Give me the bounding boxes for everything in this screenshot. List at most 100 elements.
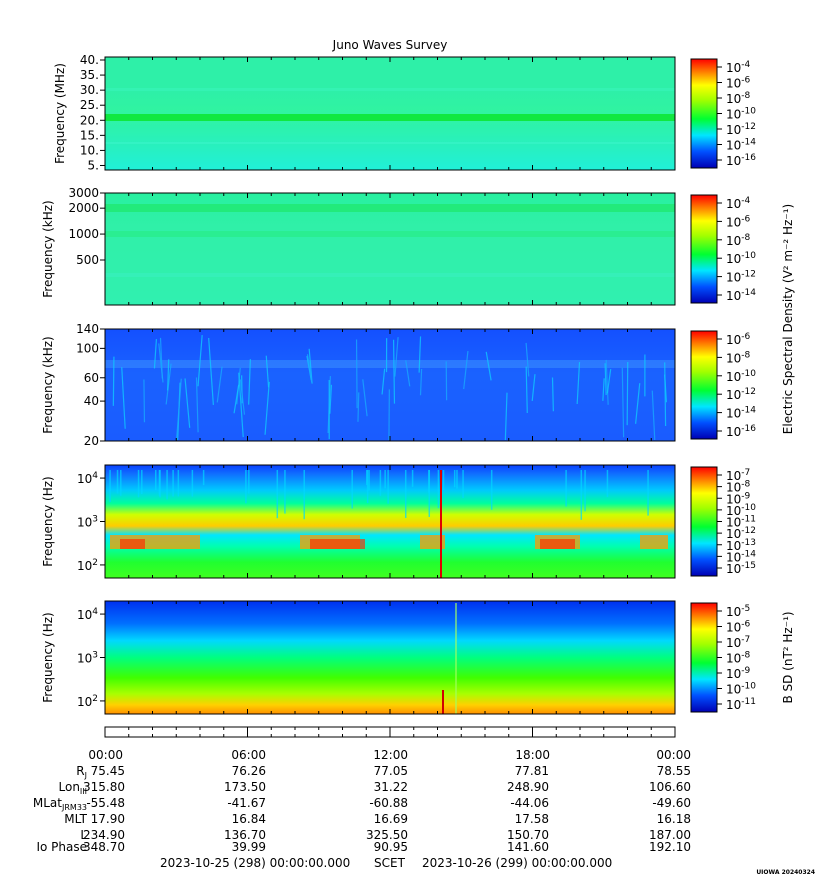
burst-mark xyxy=(184,378,191,428)
emission-marks xyxy=(442,603,457,714)
colorbar-tick-label: 10-5 xyxy=(726,604,750,619)
colorbar-tick-label: 10-10 xyxy=(726,369,756,384)
band-20mhz xyxy=(105,114,675,121)
y-tick-label: 25. xyxy=(80,98,99,112)
burst-mark xyxy=(606,369,612,394)
ephemeris-value: 17.58 xyxy=(514,812,549,826)
ephemeris-value: 16.18 xyxy=(656,812,691,826)
y-tick-label: 15. xyxy=(80,128,99,142)
colorbar-tick-label: 10-8 xyxy=(726,350,751,365)
colorbar-tick-label: 10-16 xyxy=(726,424,756,439)
ephemeris-value: -49.60 xyxy=(652,796,691,810)
burst-mark xyxy=(504,392,508,441)
spectrogram-5 xyxy=(105,601,675,714)
y-axis-label: Frequency (MHz) xyxy=(53,63,67,164)
burst-mark xyxy=(306,354,313,383)
burst-mark xyxy=(239,379,246,415)
burst-mark xyxy=(405,360,411,387)
colorbar-tick-label: 10-10 xyxy=(726,107,756,122)
y-axes: 40.35.30.25.20.15.10.5. Frequency (MHz) 30… xyxy=(41,53,105,709)
ephemeris-value: 39.99 xyxy=(231,840,266,854)
y-tick-label: 40 xyxy=(84,394,99,408)
burst-mark xyxy=(418,336,422,373)
emission-marks xyxy=(109,470,668,578)
time-label: 00:00 xyxy=(656,748,691,762)
colorbar-tick-label: 10-10 xyxy=(726,251,756,266)
y-tick-label: 20 xyxy=(84,434,99,448)
version-stamp: UIOWA 20240324 xyxy=(756,869,815,876)
colorbar-tick-label: 10-15 xyxy=(726,561,756,576)
emission-patch xyxy=(120,539,145,549)
burst-mark xyxy=(165,363,172,405)
burst-mark xyxy=(248,359,251,405)
burst-mark xyxy=(362,379,368,417)
x-ticks xyxy=(104,57,676,737)
burst-mark xyxy=(357,392,360,422)
ephemeris-value: 78.55 xyxy=(656,764,691,778)
y-tick-label: 140 xyxy=(76,322,99,336)
colorbar-tick-label: 10-11 xyxy=(726,697,756,712)
y-tick-label: 500 xyxy=(76,253,99,267)
ephemeris-label: MLT xyxy=(64,812,87,826)
colorbar-tick-label: 10-8 xyxy=(726,91,751,106)
burst-mark xyxy=(525,366,528,414)
y-tick-label: 40. xyxy=(80,53,99,67)
colorbar-tick-label: 10-14 xyxy=(726,288,756,303)
band-faint xyxy=(105,142,675,144)
colorbar-tick-label: 10-4 xyxy=(726,60,751,75)
ephemeris-label: Io Phase xyxy=(36,840,87,854)
y-tick-label: 60 xyxy=(84,371,99,385)
ephemeris-row-rj: RJ 75.45 76.26 77.05 77.81 78.55 xyxy=(0,764,815,780)
emission-patch xyxy=(640,535,668,549)
colorbar-tick-label: 10-6 xyxy=(726,76,751,91)
ephemeris-value: 173.50 xyxy=(224,780,266,794)
ephemeris-row-io-phase: Io Phase 348.70 39.99 90.95 141.60 192.1… xyxy=(0,840,815,855)
panel-1 xyxy=(104,56,676,171)
burst-mark xyxy=(602,378,605,401)
burst-mark xyxy=(195,377,199,433)
ephemeris-value: -41.67 xyxy=(227,796,266,810)
burst-mark xyxy=(153,339,158,369)
y-tick-label: 103 xyxy=(77,515,98,530)
colorbar-tick-label: 10-14 xyxy=(726,138,756,153)
ephemeris-value: 16.69 xyxy=(373,812,408,826)
y-axis-label: Frequency (Hz) xyxy=(41,612,55,703)
burst-mark xyxy=(381,368,386,395)
burst-mark xyxy=(167,359,170,391)
burst-mark xyxy=(419,369,423,396)
y-tick-label: 103 xyxy=(77,651,98,666)
ephemeris-label: L xyxy=(80,828,87,842)
time-label: 06:00 xyxy=(231,748,266,762)
ephemeris-value: 234.90 xyxy=(83,828,125,842)
y-tick-label: 100 xyxy=(76,341,99,355)
burst-mark xyxy=(664,362,667,426)
burst-mark xyxy=(392,339,396,404)
burst-mark xyxy=(355,339,358,409)
y-tick-label: 30. xyxy=(80,83,99,97)
burst-mark xyxy=(664,374,668,403)
colorbar-tick-label: 10-14 xyxy=(726,406,756,421)
burst-mark xyxy=(651,390,656,441)
ephemeris-value: 76.26 xyxy=(231,764,266,778)
colorbar-tick-label: 10-8 xyxy=(726,651,751,666)
burst-mark xyxy=(121,367,126,429)
ephemeris-value: 150.70 xyxy=(507,828,549,842)
ephemeris-value: 31.22 xyxy=(373,780,408,794)
colorbar xyxy=(690,330,718,440)
burst-mark xyxy=(264,381,270,435)
ephemeris-row-mlat: MLatJRM33 -55.48 -41.67 -60.88 -44.06 -4… xyxy=(0,796,815,812)
colorbar-tick-label: 10-12 xyxy=(726,122,756,137)
burst-mark xyxy=(175,378,182,441)
burst-marks xyxy=(112,335,668,441)
burst-mark xyxy=(143,379,146,423)
spectrogram-3 xyxy=(105,329,675,441)
panel-3 xyxy=(104,328,676,442)
burst-mark xyxy=(112,356,115,406)
ephemeris-value: 77.81 xyxy=(514,764,549,778)
burst-mark xyxy=(604,363,607,396)
y-tick-label: 20. xyxy=(80,113,99,127)
colorbar-tick-label: 10-9 xyxy=(726,666,751,681)
footer-start-time: 2023-10-25 (298) 00:00:00.000 xyxy=(160,856,351,870)
ephemeris-value: -60.88 xyxy=(369,796,408,810)
spectrogram-4 xyxy=(105,465,675,578)
